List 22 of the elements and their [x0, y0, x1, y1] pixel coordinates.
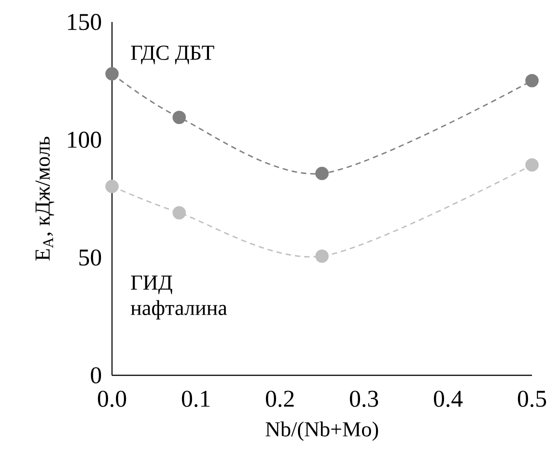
x-tick-label: 0.4 — [434, 390, 463, 407]
annotation: ГИД нафталина — [130, 276, 228, 320]
annotation: ГДС ДБТ — [131, 46, 214, 64]
x-axis-title: Nb/(Nb+Mo) — [266, 421, 378, 441]
y-tick-label: 100 — [68, 132, 102, 148]
point — [172, 206, 186, 220]
x-tick-label: 0.5 — [518, 390, 546, 407]
x-tick-label: 0.1 — [182, 390, 210, 407]
point — [315, 249, 329, 263]
y-axis-title: E$_{A}$, кДж/моль — [36, 136, 54, 261]
y-tick-label: 50 — [79, 249, 102, 266]
point — [525, 158, 539, 172]
point — [105, 67, 119, 80]
y-tick-label: 0 — [90, 367, 102, 384]
point — [315, 166, 329, 180]
point — [172, 110, 186, 124]
point — [525, 74, 539, 88]
point — [105, 180, 119, 194]
x-tick-label: 0.3 — [350, 390, 378, 407]
y-tick-label: 150 — [68, 14, 102, 30]
x-tick-label: 0.2 — [266, 390, 294, 407]
x-tick-label: 0.0 — [98, 390, 126, 407]
